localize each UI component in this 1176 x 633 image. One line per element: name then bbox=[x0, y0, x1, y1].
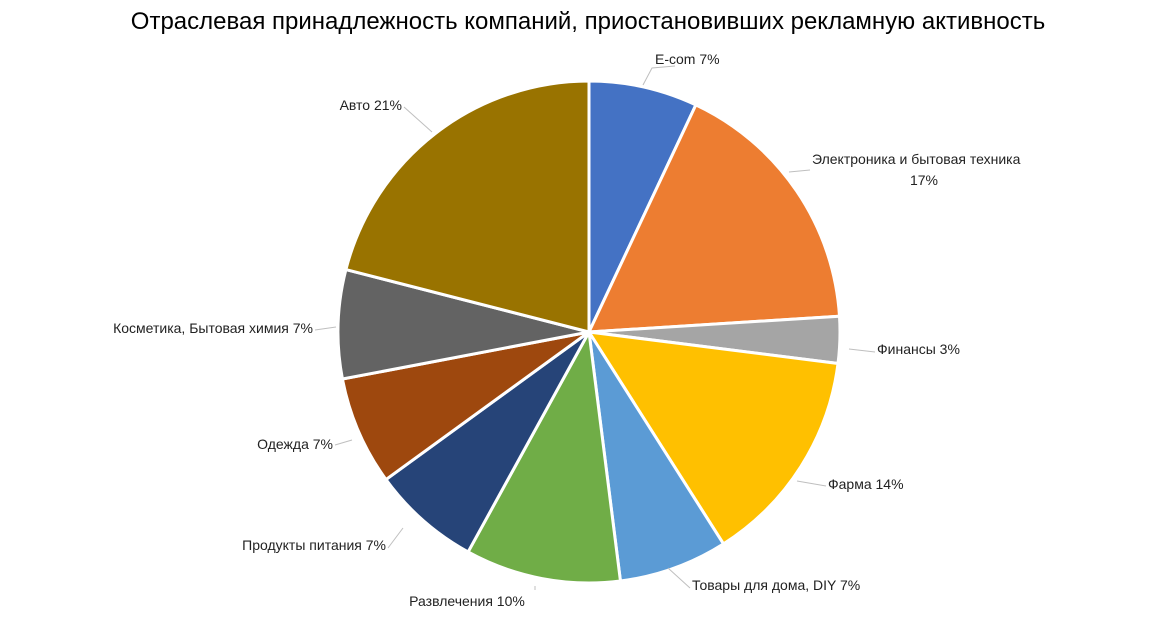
pie-slice-9 bbox=[336, 267, 590, 381]
pie-slice-10 bbox=[344, 79, 591, 334]
pie-slice-4 bbox=[586, 330, 840, 547]
slice-label-5: Товары для дома, DIY 7% bbox=[692, 577, 860, 593]
leader-line-8 bbox=[334, 439, 353, 446]
pie-slice-1 bbox=[587, 79, 698, 333]
leader-line-1 bbox=[642, 65, 676, 86]
slice-label-2-line-1: Электроника и бытовая техника bbox=[812, 151, 1021, 167]
leader-line-9 bbox=[314, 326, 337, 331]
slice-label-9: Косметика, Бытовая химия 7% bbox=[113, 320, 313, 336]
leader-line-3 bbox=[848, 348, 876, 353]
slice-label-7: Продукты питания 7% bbox=[242, 537, 386, 553]
slice-label-10: Авто 21% bbox=[340, 97, 402, 113]
slice-label-4: Фарма 14% bbox=[828, 476, 904, 492]
leader-line-4 bbox=[796, 480, 827, 487]
pie-slice-8 bbox=[340, 330, 590, 482]
slice-label-1: E-com 7% bbox=[655, 51, 720, 67]
pie-slice-2 bbox=[586, 102, 842, 334]
slice-label-8: Одежда 7% bbox=[257, 436, 333, 452]
pie-slice-6 bbox=[466, 327, 623, 585]
slice-label-6: Развлечения 10% bbox=[409, 593, 525, 609]
pie-slice-7 bbox=[383, 330, 591, 554]
chart-title: Отраслевая принадлежность компаний, прио… bbox=[130, 8, 1046, 35]
slice-label-2-line-2: 17% bbox=[910, 172, 938, 188]
leader-line-7 bbox=[387, 527, 404, 549]
pie-slice-5 bbox=[587, 331, 726, 583]
slice-label-3: Финансы 3% bbox=[877, 341, 960, 357]
leader-line-10 bbox=[403, 106, 433, 133]
leader-line-2 bbox=[788, 169, 811, 173]
leader-line-5 bbox=[667, 567, 691, 589]
